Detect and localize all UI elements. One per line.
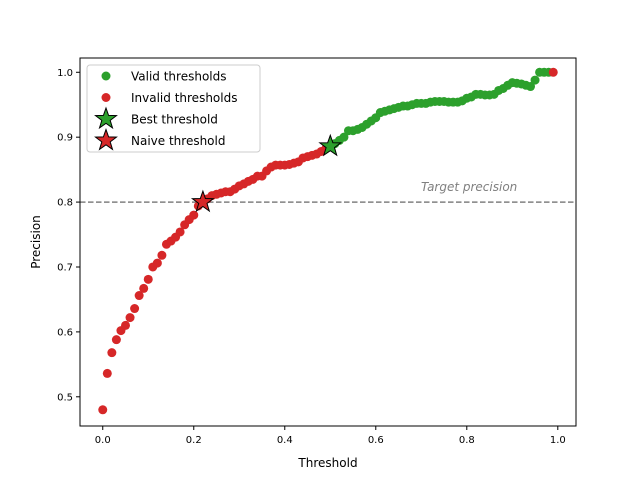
x-tick-label: 0.2 <box>186 435 202 446</box>
invalid-threshold-point <box>175 227 185 237</box>
invalid-threshold-point <box>121 320 131 330</box>
y-tick-label: 0.8 <box>57 198 73 209</box>
y-tick-label: 1.0 <box>57 68 73 79</box>
axes-frame <box>79 57 577 427</box>
legend-star-marker <box>94 106 118 130</box>
legend-marker <box>101 71 111 81</box>
y-tick-label: 0.6 <box>57 327 73 338</box>
best-threshold-star <box>318 133 343 157</box>
invalid-threshold-point <box>139 283 149 293</box>
invalid-threshold-point <box>548 67 558 77</box>
invalid-threshold-point <box>134 291 144 301</box>
valid-threshold-point <box>530 75 540 85</box>
naive-threshold-star <box>190 189 215 213</box>
x-tick-label: 1.0 <box>550 435 566 446</box>
y-tick-label: 0.7 <box>57 262 73 273</box>
invalid-threshold-point <box>111 335 121 345</box>
x-axis-label: Threshold <box>297 456 357 470</box>
invalid-threshold-point <box>143 274 153 284</box>
legend-star-marker <box>94 127 118 151</box>
x-tick-label: 0.0 <box>95 435 111 446</box>
legend-marker <box>101 93 111 102</box>
legend-label: Invalid thresholds <box>131 91 237 105</box>
legend-label: Best threshold <box>131 113 218 127</box>
invalid-threshold-point <box>98 405 108 415</box>
legend-label: Naive threshold <box>131 134 225 148</box>
invalid-threshold-point <box>102 368 112 378</box>
x-tick-label: 0.6 <box>368 435 384 446</box>
legend: Valid thresholds Invalid thresholds Best t… <box>86 64 261 153</box>
valid-threshold-point <box>525 82 535 92</box>
target-precision-annotation: Target precision <box>421 180 517 194</box>
legend-label: Valid thresholds <box>131 70 227 84</box>
invalid-threshold-point <box>157 250 167 260</box>
valid-threshold-point <box>339 132 349 142</box>
y-tick-label: 0.5 <box>57 392 73 403</box>
x-tick-label: 0.8 <box>459 435 475 446</box>
y-axis-label: Precision <box>29 215 43 269</box>
invalid-threshold-point <box>107 348 117 358</box>
y-tick-label: 0.9 <box>57 133 73 144</box>
invalid-threshold-point <box>189 210 199 220</box>
invalid-threshold-point <box>152 258 162 268</box>
x-tick-label: 0.4 <box>277 435 293 446</box>
invalid-threshold-point <box>125 313 135 323</box>
invalid-threshold-point <box>130 304 140 314</box>
